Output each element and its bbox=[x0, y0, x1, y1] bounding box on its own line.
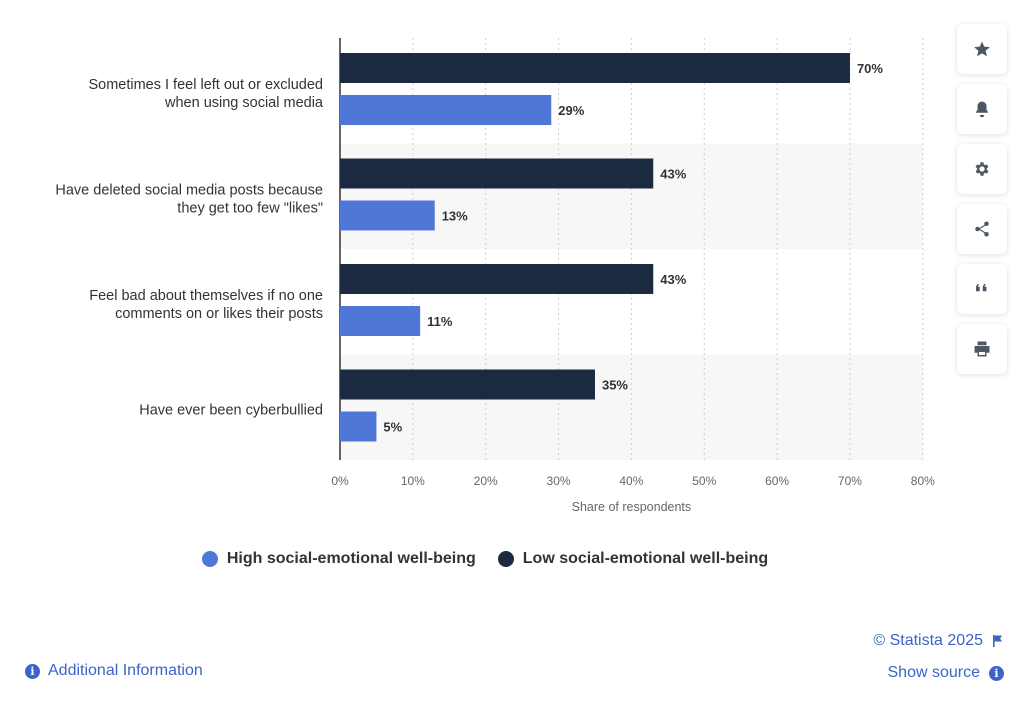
copyright-text: © Statista 2025 bbox=[873, 632, 983, 649]
legend-label-low: Low social-emotional well-being bbox=[522, 550, 769, 567]
x-tick-label: 70% bbox=[838, 474, 862, 488]
share-icon bbox=[975, 221, 989, 237]
bar-low-wellbeing bbox=[340, 264, 654, 294]
legend-marker-low bbox=[497, 551, 514, 567]
x-tick-label: 20% bbox=[474, 474, 498, 488]
x-tick-label: 10% bbox=[401, 474, 425, 488]
x-tick-label: 30% bbox=[547, 474, 571, 488]
chart-legend: High social-emotional well-being Low soc… bbox=[0, 550, 970, 568]
category-label: Have deleted social media posts because t… bbox=[55, 182, 323, 216]
flag-icon bbox=[993, 635, 1003, 647]
legend-marker-high bbox=[201, 551, 218, 567]
additional-information-text: Additional Information bbox=[48, 662, 203, 679]
settings-button[interactable] bbox=[957, 144, 1007, 194]
bar-low-wellbeing bbox=[340, 369, 595, 400]
x-tick-label: 0% bbox=[331, 474, 349, 488]
star-icon bbox=[974, 41, 990, 57]
data-label: 43% bbox=[660, 272, 686, 287]
gear-icon bbox=[975, 162, 989, 176]
bell-icon bbox=[976, 101, 988, 118]
show-source-link[interactable]: Show source i bbox=[887, 664, 1004, 682]
print-button[interactable] bbox=[957, 324, 1007, 374]
bar-high-wellbeing bbox=[340, 200, 435, 231]
data-label: 29% bbox=[558, 103, 584, 118]
data-label: 13% bbox=[442, 209, 468, 224]
additional-information-link[interactable]: i Additional Information bbox=[25, 662, 203, 680]
bar-high-wellbeing bbox=[340, 411, 377, 442]
info-icon: i bbox=[25, 663, 40, 679]
x-axis-title: Share of respondents bbox=[572, 500, 692, 514]
show-source-text: Show source bbox=[887, 664, 981, 681]
bar-chart: 0% 10% 20% 30% 40% 50% 60% 70% 80% Share of respo… bbox=[55, 38, 935, 514]
quote-icon bbox=[976, 283, 987, 292]
data-label: 43% bbox=[660, 167, 686, 182]
bar-high-wellbeing bbox=[340, 95, 552, 125]
favorite-button[interactable] bbox=[957, 24, 1007, 74]
x-tick-label: 40% bbox=[619, 474, 643, 488]
info-icon: i bbox=[989, 665, 1004, 681]
data-label: 70% bbox=[857, 61, 883, 76]
x-tick-label: 80% bbox=[911, 474, 935, 488]
bar-low-wellbeing bbox=[340, 53, 850, 83]
category-label: Feel bad about themselves if no one comme… bbox=[89, 288, 323, 322]
bar-low-wellbeing bbox=[340, 158, 654, 189]
legend-label-high: High social-emotional well-being bbox=[226, 550, 476, 567]
side-toolbar bbox=[957, 24, 1007, 384]
category-label: Have ever been cyberbullied bbox=[139, 402, 323, 418]
bar-high-wellbeing bbox=[340, 306, 421, 336]
data-label: 11% bbox=[427, 314, 453, 329]
category-label: Sometimes I feel left out or excluded whe… bbox=[88, 77, 323, 111]
legend-item-low[interactable]: Low social-emotional well-being bbox=[497, 550, 769, 568]
copyright-link[interactable]: © Statista 2025 bbox=[873, 632, 1004, 650]
data-label: 35% bbox=[602, 378, 628, 393]
x-tick-label: 60% bbox=[765, 474, 789, 488]
x-tick-label: 50% bbox=[692, 474, 716, 488]
print-icon bbox=[974, 341, 990, 357]
cite-button[interactable] bbox=[957, 264, 1007, 314]
data-label: 5% bbox=[383, 420, 402, 435]
legend-item-high[interactable]: High social-emotional well-being bbox=[201, 550, 476, 568]
share-button[interactable] bbox=[957, 204, 1007, 254]
notification-button[interactable] bbox=[957, 84, 1007, 134]
